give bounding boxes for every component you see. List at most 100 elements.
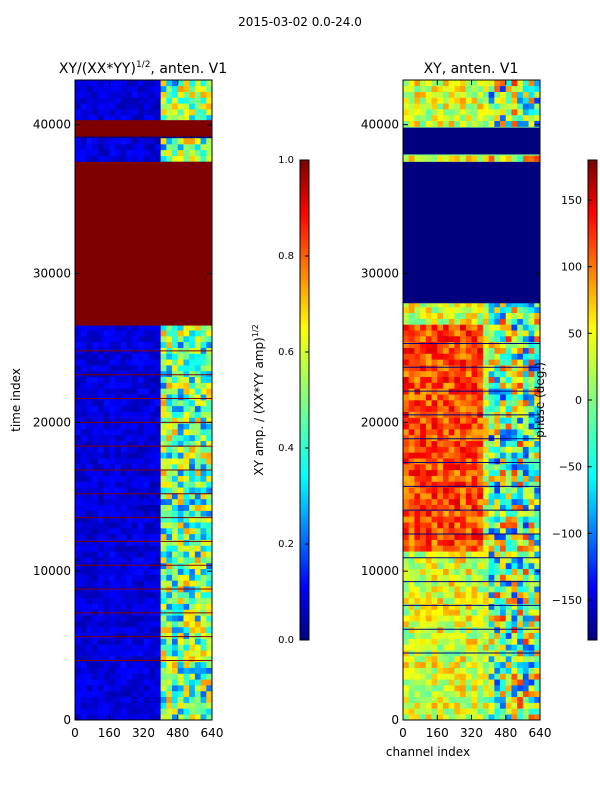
heatmap-cell xyxy=(471,638,478,645)
heatmap-cell xyxy=(103,510,110,517)
heatmap-cell xyxy=(177,411,184,418)
heatmap-cell xyxy=(448,312,455,319)
heatmap-cell xyxy=(460,312,467,319)
heatmap-cell xyxy=(460,318,467,325)
heatmap-cell xyxy=(109,714,116,720)
heatmap-cell xyxy=(166,376,173,383)
heatmap-cell xyxy=(471,673,478,680)
heatmap-cell xyxy=(403,359,410,366)
heatmap-cell xyxy=(132,336,139,343)
heatmap-cell xyxy=(92,626,99,634)
heatmap-cell xyxy=(488,626,495,634)
heatmap-cell xyxy=(465,359,472,366)
heatmap-cell xyxy=(460,702,467,709)
heatmap-cell xyxy=(442,580,449,587)
y-tick-label: 0 xyxy=(63,713,71,727)
heatmap-cell xyxy=(154,440,161,447)
heatmap-cell xyxy=(75,702,82,709)
heatmap-cell xyxy=(177,469,184,476)
heatmap-cell xyxy=(477,458,484,465)
heatmap-cell xyxy=(149,365,156,372)
heatmap-cell xyxy=(420,103,427,110)
heatmap-cell xyxy=(477,522,484,529)
heatmap-cell xyxy=(75,661,82,668)
heatmap-cell xyxy=(403,661,410,668)
heatmap-cell xyxy=(488,487,495,494)
heatmap-cell xyxy=(120,429,127,436)
heatmap-cell xyxy=(114,516,121,523)
heatmap-cell xyxy=(477,487,484,494)
heatmap-cell xyxy=(200,446,207,453)
heatmap-cell xyxy=(177,91,184,98)
heatmap-cell xyxy=(126,97,133,104)
heatmap-cell xyxy=(482,324,489,331)
heatmap-cell xyxy=(166,452,173,459)
heatmap-cell xyxy=(442,673,449,680)
heatmap-cell xyxy=(80,551,87,558)
heatmap-cell xyxy=(80,673,87,680)
heatmap-cell xyxy=(194,702,201,709)
heatmap-cell xyxy=(120,85,127,92)
heatmap-cell xyxy=(420,429,427,436)
heatmap-cell xyxy=(494,609,501,616)
heatmap-cell xyxy=(189,417,196,424)
heatmap-cell xyxy=(183,475,190,482)
heatmap-cell xyxy=(137,91,144,98)
heatmap-cell xyxy=(437,690,444,698)
heatmap-cell xyxy=(477,97,484,104)
heatmap-cell xyxy=(200,673,207,680)
heatmap-cell xyxy=(194,516,201,523)
heatmap-cell xyxy=(160,469,167,476)
heatmap-cell xyxy=(114,592,121,599)
heatmap-cell xyxy=(75,487,82,494)
heatmap-cell xyxy=(137,400,144,407)
heatmap-cell xyxy=(154,504,161,511)
heatmap-cell xyxy=(528,603,535,610)
heatmap-cell xyxy=(420,359,427,366)
heatmap-cell xyxy=(437,667,444,674)
heatmap-cell xyxy=(425,109,432,116)
heatmap-cell xyxy=(534,481,540,488)
heatmap-cell xyxy=(75,528,82,535)
heatmap-cell xyxy=(517,155,524,162)
heatmap-cell xyxy=(442,423,449,430)
heatmap-cell xyxy=(120,114,127,122)
heatmap-cell xyxy=(92,539,99,546)
heatmap-cell xyxy=(517,376,524,383)
heatmap-cell xyxy=(189,685,196,692)
heatmap-cell xyxy=(420,382,427,389)
heatmap-cell xyxy=(482,592,489,599)
heatmap-cell xyxy=(172,452,179,459)
heatmap-cell xyxy=(154,155,161,162)
heatmap-cell xyxy=(477,365,484,372)
heatmap-cell xyxy=(143,551,150,558)
heatmap-cell xyxy=(194,429,201,436)
x-tick-label: 640 xyxy=(529,726,552,740)
heatmap-cell xyxy=(511,545,518,552)
heatmap-cell xyxy=(528,370,535,378)
heatmap-cell xyxy=(149,621,156,628)
heatmap-cell xyxy=(97,452,104,459)
heatmap-cell xyxy=(132,673,139,680)
heatmap-cell xyxy=(114,557,121,564)
heatmap-cell xyxy=(92,109,99,116)
heatmap-cell xyxy=(92,615,99,622)
heatmap-cell xyxy=(403,97,410,104)
heatmap-cell xyxy=(92,702,99,709)
heatmap-cell xyxy=(414,464,421,471)
heatmap-cell xyxy=(482,557,489,564)
heatmap-cell xyxy=(454,545,461,552)
heatmap-cell xyxy=(442,638,449,645)
heatmap-cell xyxy=(448,597,455,604)
heatmap-cell xyxy=(183,592,190,599)
heatmap-cell xyxy=(425,510,432,517)
heatmap-cell xyxy=(75,341,82,348)
heatmap-cell xyxy=(403,626,410,634)
heatmap-cell xyxy=(522,306,529,314)
heatmap-cell xyxy=(80,626,87,634)
heatmap-cell xyxy=(511,673,518,680)
heatmap-cell xyxy=(488,545,495,552)
heatmap-cell xyxy=(425,475,432,482)
heatmap-cell xyxy=(454,696,461,703)
